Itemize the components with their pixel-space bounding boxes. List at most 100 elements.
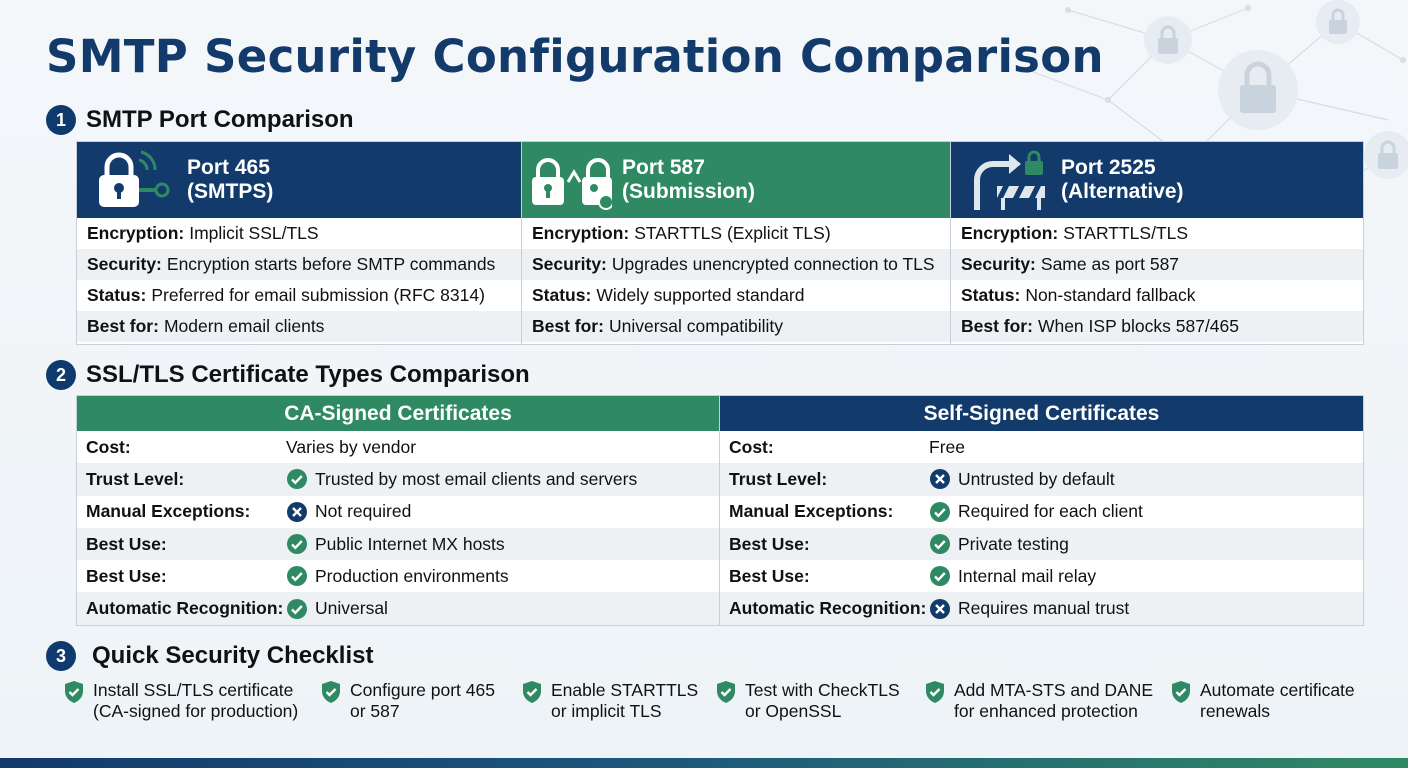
port-row-security: Security: Encryption starts before SMTP c… (77, 249, 521, 280)
port-row-encryption: Encryption: STARTTLS/TLS (951, 218, 1363, 249)
checklist-text: Configure port 465 or 587 (350, 680, 495, 721)
section-title: SMTP Port Comparison (86, 106, 354, 133)
cert-row: Automatic Recognition: Requires manual tr… (720, 592, 1363, 625)
row-value: Not required (315, 501, 412, 522)
row-key: Encryption: (532, 223, 630, 243)
row-value: Universal (315, 598, 388, 619)
row-key: Best Use: (729, 565, 810, 586)
self-signed-column: Self-Signed Certificates Cost: Free Trust … (720, 396, 1363, 625)
row-value: When ISP blocks 587/465 (1037, 316, 1240, 336)
shield-check-icon (1172, 681, 1190, 703)
port-title: Port 465 (SMTPS) (187, 156, 274, 203)
row-key: Automatic Recognition: (729, 598, 927, 619)
checklist-item: Test with CheckTLS or OpenSSL (715, 680, 900, 722)
section-title: Quick Security Checklist (92, 642, 374, 669)
section-heading-certificate-types: 2 SSL/TLS Certificate Types Comparison (46, 360, 530, 390)
row-value: Widely supported standard (596, 285, 805, 305)
row-value: Required for each client (958, 501, 1143, 522)
row-key: Encryption: (87, 223, 185, 243)
lock-upgrade-icon (532, 158, 612, 210)
port-587-column: Port 587 (Submission) Encryption: STARTTL… (522, 142, 951, 344)
page-title: SMTP Security Configuration Comparison (46, 30, 1104, 83)
row-value: Trusted by most email clients and server… (315, 468, 638, 489)
row-key: Cost: (86, 436, 131, 457)
row-key: Best Use: (86, 565, 167, 586)
port-465-column: Port 465 (SMTPS) Encryption: Implicit SSL… (77, 142, 522, 344)
checklist-text: Install SSL/TLS certificate (CA-signed f… (93, 680, 299, 721)
cert-row: Automatic Recognition: Universal (77, 592, 719, 625)
row-key: Security: (532, 254, 607, 274)
cert-row: Trust Level: Trusted by most email client… (77, 463, 719, 496)
check-circle-icon (929, 565, 951, 587)
port-row-encryption: Encryption: Implicit SSL/TLS (77, 218, 521, 249)
cert-row: Manual Exceptions: Required for each clie… (720, 496, 1363, 528)
row-key: Manual Exceptions: (86, 501, 251, 522)
detour-barrier-icon (974, 150, 1045, 210)
row-value: STARTTLS/TLS (1063, 223, 1189, 243)
row-value: Preferred for email submission (RFC 8314… (151, 285, 485, 305)
row-value: Untrusted by default (958, 468, 1115, 489)
port-465-header: Port 465 (SMTPS) (77, 142, 521, 218)
port-title: Port 587 (Submission) (622, 156, 756, 203)
checklist-item: Install SSL/TLS certificate (CA-signed f… (63, 680, 298, 722)
certificate-comparison-table: CA-Signed Certificates Cost: Varies by ve… (76, 395, 1364, 626)
bottom-accent-bar (0, 758, 1408, 768)
cert-row: Trust Level: Untrusted by default (720, 463, 1363, 496)
checklist-item: Automate certificate renewals (1170, 680, 1355, 722)
check-circle-icon (286, 565, 308, 587)
section-number: 2 (46, 360, 76, 390)
row-value: Non-standard fallback (1025, 285, 1196, 305)
row-value: Public Internet MX hosts (315, 533, 505, 554)
row-key: Best for: (532, 316, 604, 336)
check-circle-icon (929, 533, 951, 555)
x-circle-icon (286, 501, 308, 523)
section-heading-port-comparison: 1 SMTP Port Comparison (46, 105, 354, 135)
row-key: Manual Exceptions: (729, 501, 894, 522)
row-value: Requires manual trust (958, 598, 1130, 619)
cert-row: Best Use: Production environments (77, 560, 719, 592)
cert-rows: Cost: Free Trust Level: Untrusted by defaul… (720, 431, 1363, 625)
row-key: Security: (961, 254, 1036, 274)
x-circle-icon (929, 468, 951, 490)
row-key: Best for: (961, 316, 1033, 336)
cert-row: Cost: Free (720, 431, 1363, 463)
shield-check-icon (717, 681, 735, 703)
row-key: Status: (961, 285, 1021, 305)
row-key: Status: (87, 285, 147, 305)
check-circle-icon (286, 598, 308, 620)
padlock-icon (1218, 50, 1298, 130)
checklist-item: Enable STARTTLS or implicit TLS (521, 680, 698, 722)
checklist-item: Add MTA-STS and DANE for enhanced protec… (924, 680, 1153, 722)
row-key: Cost: (729, 436, 774, 457)
cert-row: Best Use: Public Internet MX hosts (77, 527, 719, 561)
port-587-header: Port 587 (Submission) (522, 142, 950, 218)
checklist-text: Enable STARTTLS or implicit TLS (551, 680, 699, 721)
cert-column-header: Self-Signed Certificates (720, 396, 1363, 431)
port-title: Port 2525 (Alternative) (1061, 156, 1184, 203)
port-row-best-for: Best for: Universal compatibility (522, 311, 950, 342)
padlock-icon (1316, 0, 1360, 44)
check-circle-icon (286, 533, 308, 555)
checklist-text: Test with CheckTLS or OpenSSL (745, 680, 900, 721)
port-row-status: Status: Preferred for email submission (R… (77, 280, 521, 311)
row-value: Upgrades unencrypted connection to TLS (611, 254, 935, 274)
padlock-icon (1144, 16, 1192, 64)
row-value: Free (929, 436, 965, 457)
row-value: Modern email clients (163, 316, 325, 336)
shield-check-icon (523, 681, 541, 703)
checklist-text: Automate certificate renewals (1200, 680, 1355, 721)
row-key: Trust Level: (729, 468, 828, 489)
shield-check-icon (65, 681, 83, 703)
cert-row: Best Use: Private testing (720, 527, 1363, 561)
port-row-best-for: Best for: Modern email clients (77, 311, 521, 342)
section-number: 3 (46, 641, 76, 671)
row-key: Trust Level: (86, 468, 185, 489)
cert-row: Manual Exceptions: Not required (77, 496, 719, 528)
cert-column-header: CA-Signed Certificates (77, 396, 719, 431)
ca-signed-column: CA-Signed Certificates Cost: Varies by ve… (77, 396, 720, 625)
section-heading-checklist: 3 Quick Security Checklist (46, 641, 373, 671)
row-value: Implicit SSL/TLS (189, 223, 319, 243)
section-number: 1 (46, 105, 76, 135)
port-row-status: Status: Widely supported standard (522, 280, 950, 311)
port-row-status: Status: Non-standard fallback (951, 280, 1363, 311)
